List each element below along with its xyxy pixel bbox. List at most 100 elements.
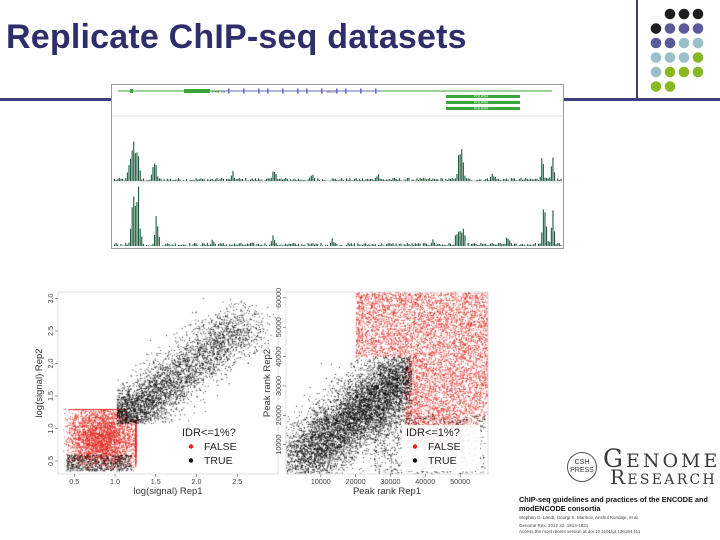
signal-bar: [438, 244, 440, 246]
signal-bar: [123, 180, 125, 181]
legend-swatch: [412, 444, 418, 449]
y-tick-label: 50000: [274, 317, 283, 337]
signal-bar: [546, 226, 548, 246]
y-tick-label: 2.5: [46, 326, 55, 336]
signal-bar: [238, 178, 240, 181]
signal-bar: [506, 178, 508, 181]
signal-bar: [394, 245, 396, 246]
signal-bar: [515, 180, 517, 181]
signal-bar: [139, 228, 141, 246]
signal-bar: [309, 177, 311, 181]
signal-bar: [200, 245, 202, 246]
signal-bar: [560, 244, 562, 246]
signal-bar: [272, 235, 274, 246]
signal-bar: [462, 162, 464, 181]
signal-bar: [331, 178, 333, 181]
signal-bar: [336, 244, 338, 246]
signal-bar: [373, 244, 375, 246]
signal-bar: [520, 244, 522, 246]
y-tick-label: 1.0: [46, 424, 55, 434]
signal-bar: [333, 242, 335, 246]
signal-bar: [470, 180, 472, 181]
signal-bar: [346, 178, 348, 181]
signal-bar: [290, 243, 292, 246]
signal-bar: [531, 179, 533, 181]
signal-bar: [528, 244, 530, 246]
signal-bar: [261, 179, 263, 181]
signal-bar: [259, 179, 261, 181]
signal-bar: [158, 178, 160, 181]
signal-bar: [134, 153, 136, 181]
signal-bar: [322, 179, 324, 181]
signal-bar: [266, 178, 268, 181]
signal-bar: [235, 179, 237, 181]
signal-track-rep2: [114, 186, 562, 246]
signal-bar: [136, 152, 138, 181]
signal-bar: [322, 245, 324, 246]
x-tick-label: 40000: [415, 477, 435, 486]
signal-bar: [299, 179, 301, 181]
logo-letter-r: R: [610, 465, 628, 489]
signal-bar: [192, 179, 194, 181]
signal-bar: [386, 244, 388, 246]
x-axis-label: log(signal) Rep1: [133, 486, 202, 497]
signal-bar: [283, 178, 285, 181]
signal-bar: [219, 243, 221, 246]
signal-bar: [427, 245, 429, 246]
signal-bar: [157, 226, 159, 246]
signal-bar: [554, 231, 556, 246]
signal-bar: [422, 177, 424, 181]
signal-bar: [389, 179, 391, 181]
signal-bar: [419, 177, 421, 181]
y-axis-label: Peak rank Rep2: [262, 349, 273, 417]
signal-bar: [515, 243, 517, 246]
signal-bar: [498, 179, 500, 181]
signal-bar: [312, 243, 314, 246]
signal-bar: [184, 244, 186, 246]
legend-swatch: [188, 458, 194, 463]
signal-bar: [115, 243, 117, 246]
signal-bar: [118, 177, 120, 181]
signal-bar: [314, 244, 316, 246]
signal-bar: [499, 180, 501, 181]
signal-bar: [510, 177, 512, 181]
scatter-signal-plot: 0.5 1.0 1.5 2.0 2.5 0.5 1.0 1.5 2.0 2.5 3.0 log(sig…: [30, 288, 284, 498]
signal-bar: [152, 243, 154, 246]
signal-bar: [296, 245, 298, 246]
signal-bar: [360, 180, 362, 181]
legend-title: IDR<=1%?: [182, 427, 236, 439]
exon-tick: [336, 88, 338, 94]
signal-bar: [142, 243, 144, 246]
signal-bar: [117, 244, 119, 246]
signal-bar: [350, 180, 352, 181]
signal-bar: [426, 179, 428, 181]
signal-bar: [496, 179, 498, 181]
signal-bar: [416, 243, 418, 246]
signal-bar: [291, 243, 293, 246]
signal-bar: [530, 244, 532, 246]
signal-bar: [406, 243, 408, 246]
signal-bar: [437, 244, 439, 246]
signal-bar: [558, 243, 560, 246]
signal-bar: [302, 245, 304, 246]
signal-bar: [464, 175, 466, 181]
signal-bar: [446, 245, 448, 246]
x-tick-label: 0.5: [69, 477, 79, 486]
signal-bar: [275, 174, 277, 181]
decorative-dot: [650, 37, 662, 49]
signal-bar: [250, 243, 252, 246]
reference-citation: Genome Res. 2012 22: 1813-1831: [519, 523, 589, 528]
signal-bar: [490, 176, 492, 181]
signal-bar: [285, 243, 287, 246]
signal-bar: [483, 180, 485, 181]
signal-bar: [171, 244, 173, 246]
signal-bar: [427, 178, 429, 181]
signal-bar: [152, 166, 154, 181]
signal-bar: [357, 243, 359, 246]
signal-bar: [314, 177, 316, 181]
signal-bar: [310, 243, 312, 246]
signal-bar: [160, 178, 162, 181]
signal-bar: [418, 243, 420, 246]
signal-bar: [165, 243, 167, 246]
signal-bar: [398, 243, 400, 246]
